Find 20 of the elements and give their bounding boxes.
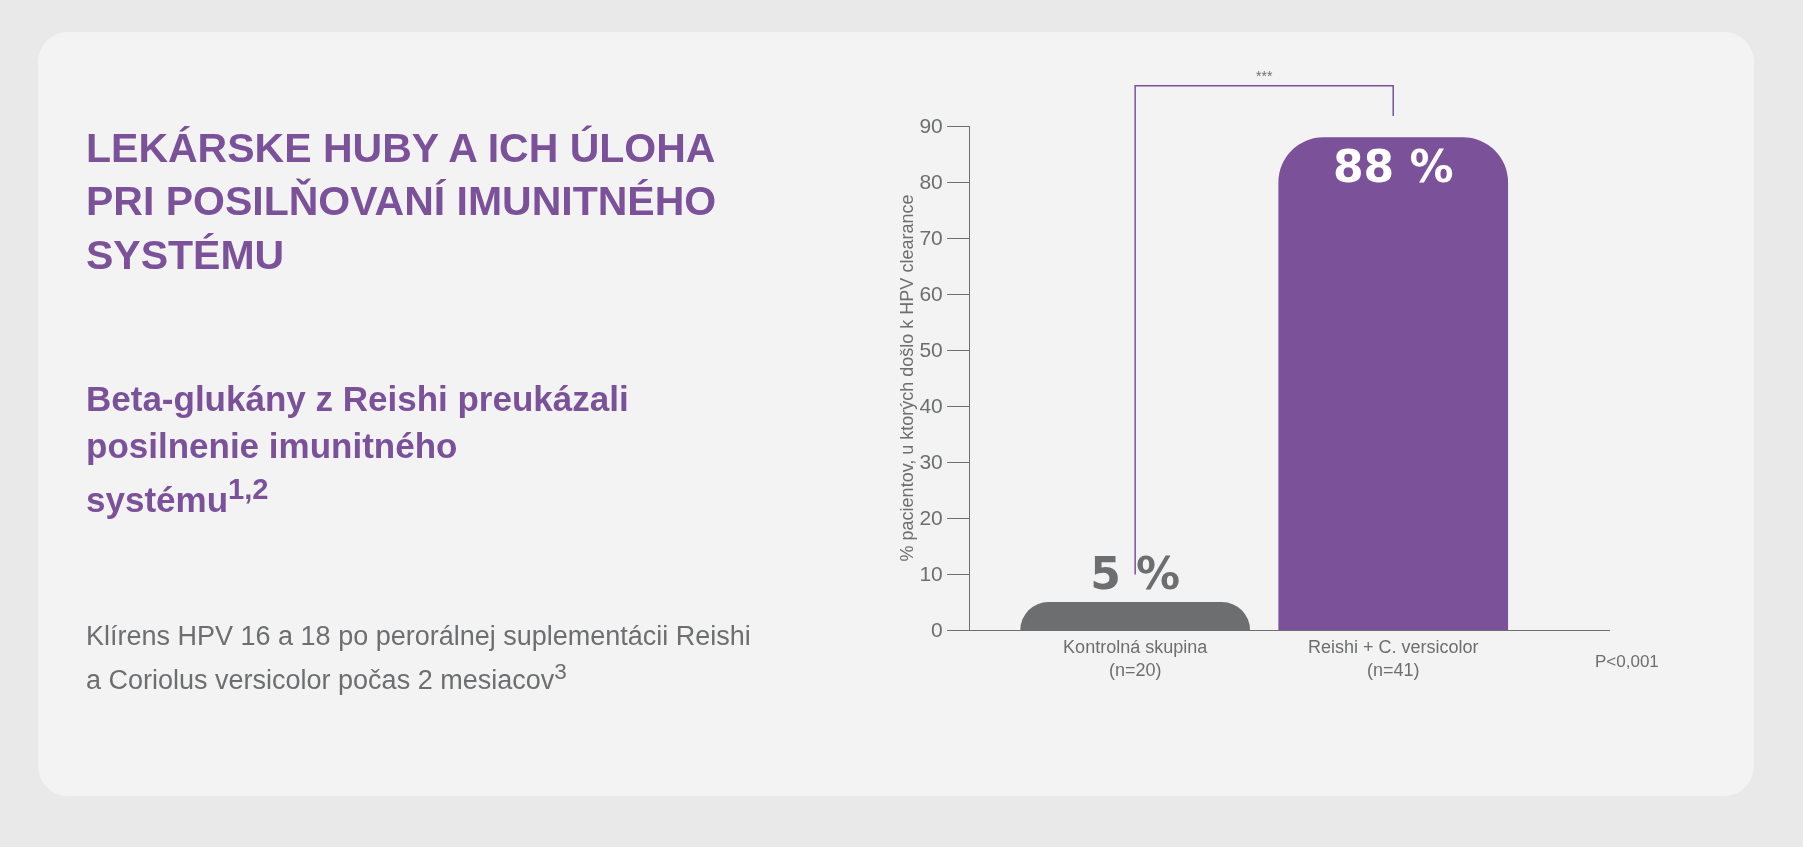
- y-tick-label: 0: [931, 618, 943, 642]
- y-tick-label: 70: [919, 226, 943, 250]
- y-tick-label: 50: [919, 338, 943, 362]
- y-tick-label: 20: [919, 506, 943, 530]
- x-tick-label: Kontrolná skupina (n=20): [1063, 636, 1209, 680]
- y-tick-label: 80: [919, 170, 943, 194]
- y-tick-label: 30: [919, 450, 943, 474]
- y-tick-label: 90: [919, 114, 943, 138]
- data-label: 88 %: [1332, 141, 1454, 193]
- text: P<0,001: [1595, 652, 1659, 671]
- y-tick-label: 60: [919, 282, 943, 306]
- data-label: 5 %: [1090, 548, 1181, 599]
- y-tick-label: 40: [919, 394, 943, 418]
- text: ***: [1256, 68, 1273, 84]
- text: LEKÁRSKE HUBY A ICH ÚLOHA PRI POSILŇOVANÍ IMUNITNÉHO SYSTÉMU: [86, 124, 718, 280]
- text: Klírens HPV 16 a 18 po perorálnej suplementácii Reishi a Coriolus versicolor počas 2 mesiacov$^{3}$: [86, 620, 752, 697]
- text: Beta-glukány z Reishi preukázali posilnenie imunitného systému$^{1,2}$: [86, 378, 630, 521]
- y-axis-title: % pacientov, u ktorých došlo k HPV clearance: [897, 194, 918, 562]
- y-tick-label: 10: [919, 562, 943, 586]
- x-tick-label: Reishi + C. versicolor (n=41): [1307, 636, 1479, 680]
